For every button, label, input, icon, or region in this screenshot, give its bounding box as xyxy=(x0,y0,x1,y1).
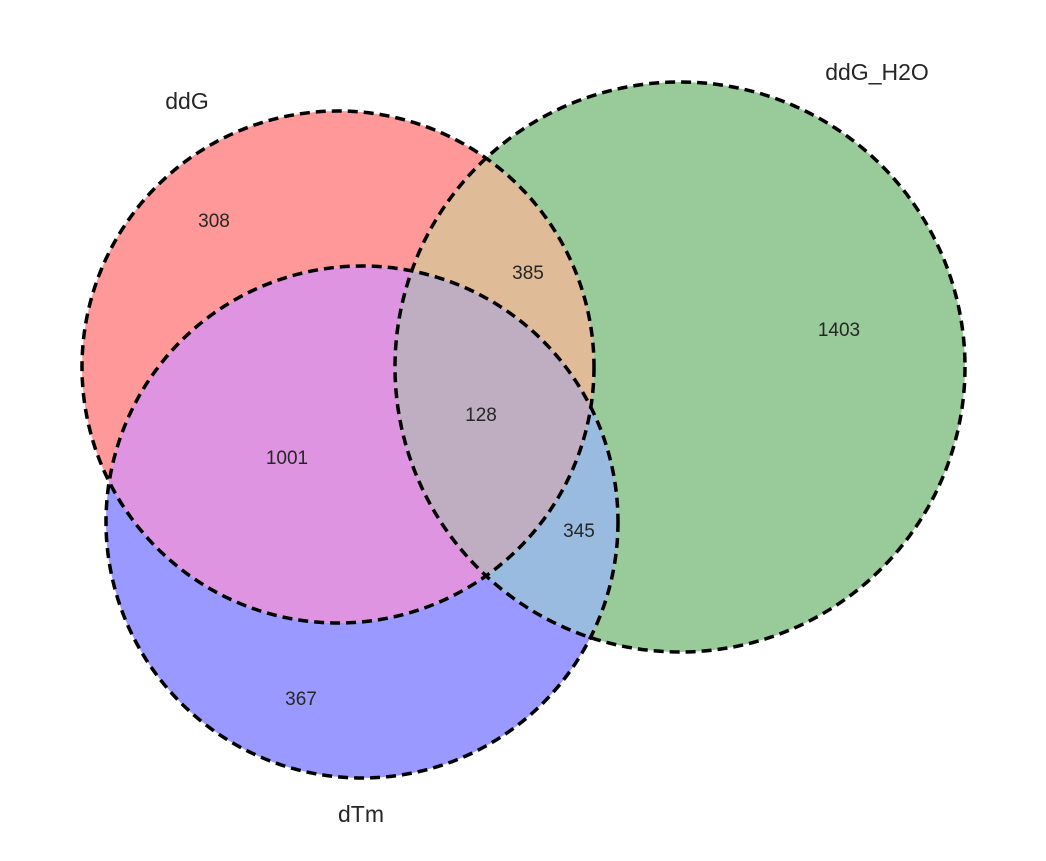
set-b-outline xyxy=(393,80,967,654)
region-label-abc: 128 xyxy=(465,405,497,426)
set-labels: ddG ddG_H2O dTm xyxy=(165,59,929,827)
region-label-b-only: 1403 xyxy=(818,320,860,341)
region-label-c-only: 367 xyxy=(285,689,317,710)
region-label-bc: 345 xyxy=(563,521,595,542)
set-label-dtm: dTm xyxy=(338,801,384,827)
set-a-outline xyxy=(80,109,596,625)
set-label-ddg: ddG xyxy=(165,88,208,114)
region-labels: 308 1403 367 385 1001 345 128 xyxy=(198,211,860,710)
region-label-ab: 385 xyxy=(512,263,544,284)
region-label-ac: 1001 xyxy=(266,448,308,469)
set-outlines xyxy=(80,80,967,780)
region-abc xyxy=(395,266,594,623)
set-label-ddg-h2o: ddG_H2O xyxy=(825,59,929,85)
set-c-outline xyxy=(104,264,620,780)
region-label-a-only: 308 xyxy=(198,211,230,232)
region-fills xyxy=(82,82,965,778)
